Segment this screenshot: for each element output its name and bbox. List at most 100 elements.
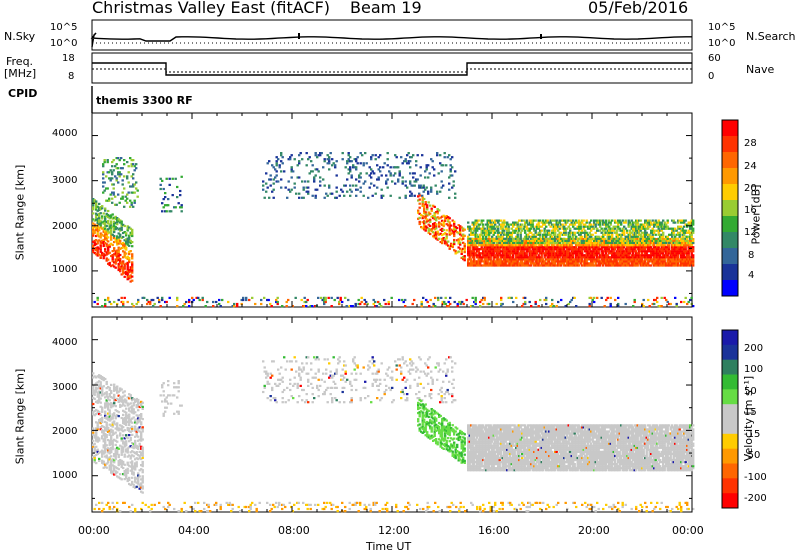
data-cell	[537, 256, 540, 259]
data-cell	[605, 241, 608, 244]
data-cell	[379, 166, 382, 169]
data-cell	[615, 254, 618, 257]
data-cell	[96, 209, 99, 212]
data-cell	[534, 302, 537, 306]
data-cell	[555, 258, 558, 261]
data-cell	[515, 258, 518, 261]
data-cell	[489, 229, 492, 232]
data-cell	[122, 256, 125, 259]
data-cell	[129, 157, 132, 160]
data-cell	[675, 250, 678, 253]
data-cell	[527, 233, 530, 236]
data-cell	[522, 248, 525, 251]
data-cell	[647, 258, 650, 261]
data-cell	[474, 235, 477, 238]
data-cell	[132, 305, 135, 308]
data-cell	[346, 190, 349, 193]
data-cell	[504, 221, 507, 224]
data-cell	[387, 300, 390, 304]
data-cell	[530, 227, 533, 230]
data-cell	[648, 254, 651, 257]
data-cell	[611, 254, 614, 257]
data-cell	[301, 158, 304, 161]
data-cell	[440, 170, 443, 173]
data-cell	[584, 240, 587, 243]
data-cell	[105, 425, 108, 428]
data-cell	[683, 252, 686, 255]
data-cell	[584, 260, 587, 263]
data-cell	[429, 212, 432, 215]
data-cell	[107, 228, 110, 231]
data-cell	[635, 264, 638, 267]
data-cell	[483, 248, 486, 251]
data-cell	[491, 219, 494, 222]
data-cell	[543, 241, 546, 244]
data-cell	[593, 239, 596, 242]
data-cell	[248, 298, 251, 302]
data-cell	[623, 231, 626, 234]
data-cell	[678, 219, 681, 222]
data-cell	[677, 250, 680, 253]
data-cell	[570, 256, 573, 259]
data-cell	[533, 250, 536, 253]
data-cell	[479, 244, 482, 247]
data-cell	[653, 258, 656, 261]
data-cell	[96, 226, 99, 229]
data-cell	[543, 238, 546, 241]
data-cell	[149, 300, 152, 304]
data-cell	[548, 256, 551, 259]
data-cell	[597, 223, 600, 226]
data-cell	[623, 244, 626, 247]
data-cell	[534, 219, 537, 222]
data-cell	[551, 298, 554, 302]
data-cell	[584, 242, 587, 245]
data-cell	[111, 405, 114, 408]
data-cell	[536, 237, 539, 240]
data-cell	[489, 256, 492, 259]
data-cell	[486, 256, 489, 259]
data-cell	[401, 180, 404, 183]
data-cell	[650, 256, 653, 259]
data-cell	[669, 242, 672, 245]
data-cell	[473, 246, 476, 249]
data-cell	[584, 258, 587, 261]
data-cell	[418, 202, 421, 205]
data-cell	[98, 253, 101, 256]
data-cell	[545, 254, 548, 257]
data-cell	[503, 264, 506, 267]
data-cell	[107, 258, 110, 261]
data-cell	[621, 264, 624, 267]
data-cell	[131, 261, 134, 264]
data-cell	[636, 225, 639, 228]
data-cell	[621, 239, 624, 242]
data-cell	[128, 240, 131, 243]
data-cell	[599, 256, 602, 259]
data-cell	[123, 243, 126, 246]
data-cell	[630, 225, 633, 228]
data-cell	[431, 166, 434, 169]
data-cell	[567, 233, 570, 236]
data-cell	[93, 456, 96, 460]
data-cell	[591, 248, 594, 251]
data-cell	[275, 170, 278, 173]
data-cell	[110, 228, 113, 231]
data-cell	[626, 254, 629, 257]
data-cell	[641, 223, 644, 226]
data-cell	[427, 190, 430, 193]
data-cell	[656, 300, 659, 304]
data-cell	[575, 241, 578, 244]
data-cell	[397, 180, 400, 183]
data-cell	[609, 256, 612, 259]
data-cell	[479, 233, 482, 236]
data-cell	[690, 252, 693, 255]
data-cell	[653, 256, 656, 259]
data-cell	[557, 262, 560, 265]
data-cell	[454, 250, 457, 253]
data-cell	[569, 300, 572, 304]
data-cell	[488, 302, 491, 306]
data-cell	[296, 176, 299, 179]
data-cell	[404, 160, 407, 163]
data-cell	[569, 231, 572, 234]
data-cell	[539, 235, 542, 238]
data-cell	[111, 254, 114, 257]
